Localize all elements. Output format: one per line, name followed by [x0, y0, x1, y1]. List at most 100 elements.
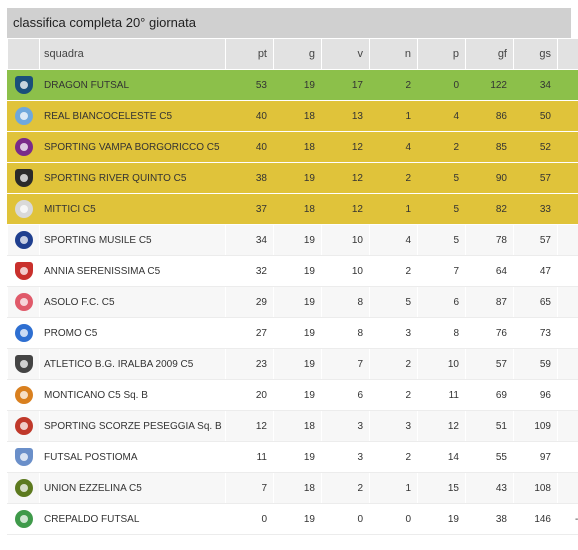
team-name[interactable]: DRAGON FUTSAL	[39, 69, 226, 101]
stat-p: 8	[417, 317, 466, 349]
table-row[interactable]: SPORTING SCORZE PESEGGIA Sq. B 12 18 3 3 12 51…	[7, 410, 578, 442]
stat-gs: 65	[513, 286, 558, 318]
stat-pt: 29	[225, 286, 274, 318]
team-name[interactable]: PROMO C5	[39, 317, 226, 349]
stat-gs: 33	[513, 193, 558, 225]
header-gf[interactable]: gf	[465, 38, 514, 70]
stat-n: 4	[369, 224, 418, 256]
stat-dr: 33	[557, 131, 578, 163]
stat-gf: 122	[465, 69, 514, 101]
union-ezzelina-logo-icon	[14, 479, 33, 497]
table-row[interactable]: REAL BIANCOCELESTE C540181314865036	[7, 100, 578, 132]
table-row[interactable]: ANNIA SERENISSIMA C532191027644717	[7, 255, 578, 287]
atletico-bg-iralba-logo-icon	[14, 355, 33, 373]
table-row[interactable]: SPORTING MUSILE C534191045785721	[7, 224, 578, 256]
stat-pt: 40	[225, 131, 274, 163]
header-p[interactable]: p	[417, 38, 466, 70]
stat-v: 8	[321, 317, 370, 349]
header-squadra[interactable]: squadra	[39, 38, 226, 70]
team-name[interactable]: REAL BIANCOCELESTE C5	[39, 100, 226, 132]
stat-n: 2	[369, 379, 418, 411]
stat-gs: 96	[513, 379, 558, 411]
stat-dr: 21	[557, 224, 578, 256]
stat-n: 3	[369, 317, 418, 349]
stat-n: 2	[369, 255, 418, 287]
promo-logo-icon	[14, 324, 33, 342]
stat-pt: 12	[225, 410, 274, 442]
stat-gf: 51	[465, 410, 514, 442]
stat-gf: 87	[465, 286, 514, 318]
header-gs[interactable]: gs	[513, 38, 558, 70]
header-pt[interactable]: pt	[225, 38, 274, 70]
stat-v: 2	[321, 472, 370, 504]
header-v[interactable]: v	[321, 38, 370, 70]
stat-v: 0	[321, 503, 370, 535]
crepaldo-futsal-logo-icon	[14, 510, 33, 528]
team-name[interactable]: SPORTING SCORZE PESEGGIA Sq. B	[39, 410, 226, 442]
stat-pt: 11	[225, 441, 274, 473]
stat-gf: 64	[465, 255, 514, 287]
stat-g: 18	[273, 410, 322, 442]
stat-gs: 50	[513, 100, 558, 132]
stat-dr: -108	[557, 503, 578, 535]
stat-v: 13	[321, 100, 370, 132]
table-row[interactable]: PROMO C5271983876733	[7, 317, 578, 349]
team-name[interactable]: MONTICANO C5 Sq. B	[39, 379, 226, 411]
stat-g: 19	[273, 348, 322, 380]
stat-g: 19	[273, 317, 322, 349]
team-name[interactable]: ASOLO F.C. C5	[39, 286, 226, 318]
table-row[interactable]: ASOLO F.C. C52919856876522	[7, 286, 578, 318]
team-logo-cell	[7, 410, 40, 442]
stat-g: 19	[273, 162, 322, 194]
team-name[interactable]: SPORTING MUSILE C5	[39, 224, 226, 256]
stat-dr: -2	[557, 348, 578, 380]
stat-g: 19	[273, 379, 322, 411]
table-row[interactable]: SPORTING VAMPA BORGORICCO C5 40 18 12 4 2 85 52…	[7, 131, 578, 163]
table-row[interactable]: DRAGON FUTSAL531917201223488	[7, 69, 578, 101]
stat-g: 18	[273, 193, 322, 225]
stat-gs: 59	[513, 348, 558, 380]
table-row[interactable]: ATLETICO B.G. IRALBA 2009 C5 23 19 7 2 10 57 59…	[7, 348, 578, 380]
stat-pt: 32	[225, 255, 274, 287]
stat-n: 1	[369, 472, 418, 504]
stat-n: 2	[369, 69, 418, 101]
team-name[interactable]: ATLETICO B.G. IRALBA 2009 C5	[39, 348, 226, 380]
real-biancoceleste-logo-icon	[14, 107, 33, 125]
stat-dr: 49	[557, 193, 578, 225]
team-name[interactable]: CREPALDO FUTSAL	[39, 503, 226, 535]
stat-gf: 76	[465, 317, 514, 349]
table-row[interactable]: MITTICI C537181215823349	[7, 193, 578, 225]
stat-p: 4	[417, 100, 466, 132]
team-name[interactable]: FUTSAL POSTIOMA	[39, 441, 226, 473]
stat-g: 19	[273, 286, 322, 318]
team-name[interactable]: SPORTING VAMPA BORGORICCO C5	[39, 131, 226, 163]
stat-gf: 43	[465, 472, 514, 504]
header-g[interactable]: g	[273, 38, 322, 70]
stat-dr: -65	[557, 472, 578, 504]
table-row[interactable]: SPORTING RIVER QUINTO C538191225905733	[7, 162, 578, 194]
team-logo-cell	[7, 193, 40, 225]
stat-gf: 85	[465, 131, 514, 163]
stat-dr: 22	[557, 286, 578, 318]
team-name[interactable]: UNION EZZELINA C5	[39, 472, 226, 504]
stat-gf: 78	[465, 224, 514, 256]
stat-pt: 7	[225, 472, 274, 504]
stat-gf: 57	[465, 348, 514, 380]
stat-gf: 38	[465, 503, 514, 535]
header-n[interactable]: n	[369, 38, 418, 70]
header-dr[interactable]: dr	[557, 38, 578, 70]
monticano-logo-icon	[14, 386, 33, 404]
stat-dr: 17	[557, 255, 578, 287]
team-name[interactable]: SPORTING RIVER QUINTO C5	[39, 162, 226, 194]
stat-n: 0	[369, 503, 418, 535]
standings-title: classifica completa 20° giornata	[7, 8, 571, 38]
team-name[interactable]: ANNIA SERENISSIMA C5	[39, 255, 226, 287]
stat-p: 10	[417, 348, 466, 380]
team-name[interactable]: MITTICI C5	[39, 193, 226, 225]
stat-pt: 0	[225, 503, 274, 535]
header-logo	[7, 38, 40, 70]
